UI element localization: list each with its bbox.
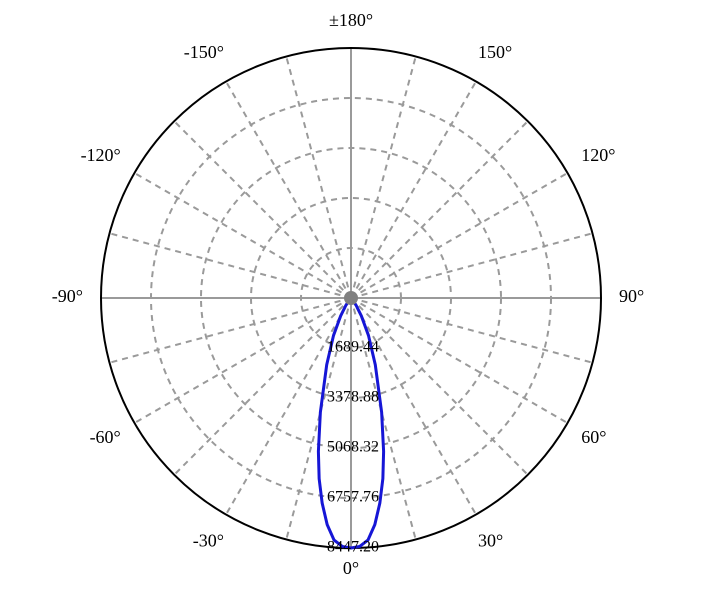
angle-label: -60°: [90, 427, 121, 447]
grid-spoke: [351, 298, 476, 515]
grid-spoke: [351, 298, 568, 423]
grid-spoke: [351, 81, 476, 298]
grid-spoke: [134, 173, 351, 298]
grid-spoke: [351, 233, 592, 298]
angle-label: 30°: [478, 530, 503, 550]
grid-spoke: [110, 298, 351, 363]
grid-spoke: [351, 121, 528, 298]
ring-label: 8447.20: [327, 539, 379, 556]
angle-label: -150°: [184, 42, 224, 62]
angle-label: 0°: [343, 558, 359, 578]
grid-spoke: [174, 121, 351, 298]
angle-label: -30°: [193, 530, 224, 550]
grid-spoke: [286, 57, 351, 298]
angle-label: ±180°: [329, 10, 373, 30]
ring-label: 5068.32: [327, 439, 379, 456]
polar-chart: 1689.44 3378.88 5068.32 6757.76 8447.20 0° 30°…: [0, 0, 702, 607]
grid-spoke: [226, 298, 351, 515]
grid-spoke: [351, 298, 592, 363]
grid-spoke: [110, 233, 351, 298]
grid-spoke: [351, 57, 416, 298]
ring-label: 1689.44: [327, 339, 379, 356]
angle-label: 150°: [478, 42, 512, 62]
ring-label: 6757.76: [327, 489, 379, 506]
ring-label: 3378.88: [327, 389, 379, 406]
angle-label: -120°: [81, 145, 121, 165]
grid-spoke: [351, 173, 568, 298]
angle-label: 120°: [581, 145, 615, 165]
angle-label: -90°: [52, 286, 83, 306]
angle-label: 90°: [619, 286, 644, 306]
grid-spoke: [226, 81, 351, 298]
center-dot: [344, 291, 358, 305]
angle-label: 60°: [581, 427, 606, 447]
grid-spoke: [134, 298, 351, 423]
